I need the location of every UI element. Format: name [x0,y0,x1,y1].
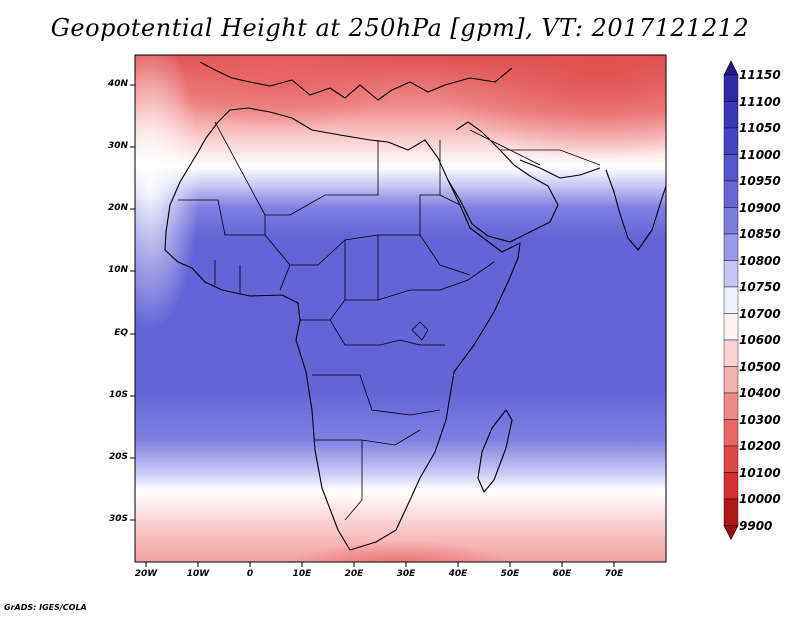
plot-frame [134,54,667,563]
border-line [214,121,379,216]
colorbar-swatch [723,180,739,208]
border-line [419,234,471,276]
border-line [214,260,291,295]
colorbar-label: 10900 [739,200,781,215]
colorbar-swatch [723,366,739,394]
lon-label: 70E [604,569,624,579]
persian-gulf-coastline [519,159,601,179]
colorbar-swatch [723,286,739,314]
colorbar-swatch [723,472,739,500]
lat-label: 10N [107,265,128,275]
colorbar-label: 9900 [739,518,773,533]
colorbar-label: 11150 [739,68,781,82]
grads-credit: GrADS: IGES/COLA [4,603,87,612]
lake-victoria [411,321,429,341]
colorbar-label: 11050 [739,121,781,135]
latitude-ticks [130,84,135,521]
colorbar-swatch [723,260,739,288]
lat-label: 40N [107,79,128,89]
lon-label: 10E [292,569,312,579]
india-coastline [605,169,666,251]
colorbar-swatch [723,74,739,102]
border-line [469,129,601,166]
colorbar-label: 10950 [739,174,781,188]
lon-label: 20E [344,569,364,579]
border-line [178,199,266,236]
lon-label: 10W [186,569,210,579]
colorbar-swatch [723,498,739,526]
border-line [329,319,445,346]
longitude-ticks [145,562,615,567]
coastlines [164,61,666,551]
lon-label: 50E [500,569,520,579]
madagascar-coastline [477,409,513,493]
arabia-coastline [447,121,559,243]
colorbar-bottom-arrow [723,525,739,541]
colorbar-label: 10850 [739,227,781,241]
border-line [345,261,495,301]
border-line [344,440,363,521]
colorbar-label: 10500 [739,359,781,374]
colorbar-swatch [723,392,739,420]
high-height-south [284,540,516,562]
lat-label: 10S [108,390,128,400]
trough-west [135,55,200,330]
lon-label: 20W [134,569,158,579]
colorbar-top-arrow [723,60,739,76]
colorbar-swatch [723,127,739,155]
colorbar-swatch [723,313,739,341]
colorbar-swatch [723,419,739,447]
country-borders [178,121,601,521]
europe-coastline [199,61,513,101]
map-title: Geopotential Height at 250hPa [gpm], VT:… [50,14,750,42]
lat-label: 30S [108,514,128,524]
colorbar-label: 10750 [739,280,781,294]
high-height-nw [150,55,410,130]
lat-label: 20S [108,452,128,462]
border-line [439,140,461,206]
lon-label: 30E [396,569,416,579]
colorbar-swatch [723,339,739,367]
africa-coastline [164,107,521,551]
lat-label: 30N [107,141,128,151]
colorbar-label: 10000 [739,492,781,506]
lon-label: 0 [246,569,254,579]
colorbar-label: 11100 [739,94,781,109]
border-line [300,240,346,321]
lat-label: 20N [107,203,128,213]
colorbar-label: 10300 [739,412,781,427]
colorbar-swatch [723,445,739,473]
border-line [315,429,421,446]
colorbar-label: 10200 [739,439,781,453]
colorbar-label: 11000 [739,147,781,162]
border-line [264,194,440,266]
colorbar-label: 10600 [739,333,781,347]
colorbar-swatch [723,154,739,182]
colorbar-label: 10700 [739,306,781,321]
colorbar-label: 10800 [739,253,781,268]
lon-label: 60E [552,569,572,579]
colorbar-swatch [723,101,739,129]
height-field [135,55,666,562]
lat-label: EQ [114,328,128,338]
colorbar [723,60,739,541]
colorbar-label: 10400 [739,386,781,400]
colorbar-label: 10100 [739,465,781,480]
lon-label: 40E [448,569,468,579]
colorbar-swatch [723,233,739,261]
colorbar-swatch [723,207,739,235]
border-line [312,374,441,416]
